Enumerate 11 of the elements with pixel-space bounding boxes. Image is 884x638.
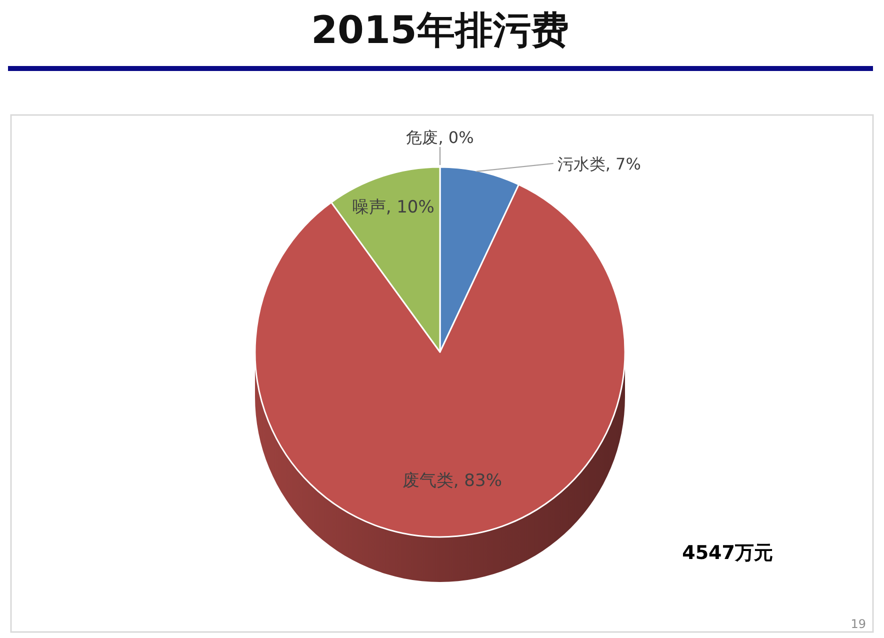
text: 4547万元 <box>682 542 773 564</box>
data-label: , 7% <box>605 154 641 173</box>
category-label: 危废 <box>406 128 438 146</box>
data-label: , 83% <box>453 470 502 491</box>
text: 19 <box>850 617 866 631</box>
slice-label: 噪声 <box>352 198 386 218</box>
chart-title: 2015年排污费 <box>311 8 569 52</box>
slice-label: 废气类 <box>402 470 454 491</box>
text: , 0% <box>438 128 474 146</box>
data-label: , 10% <box>386 198 434 218</box>
slice-label: 污水类 <box>557 154 606 173</box>
